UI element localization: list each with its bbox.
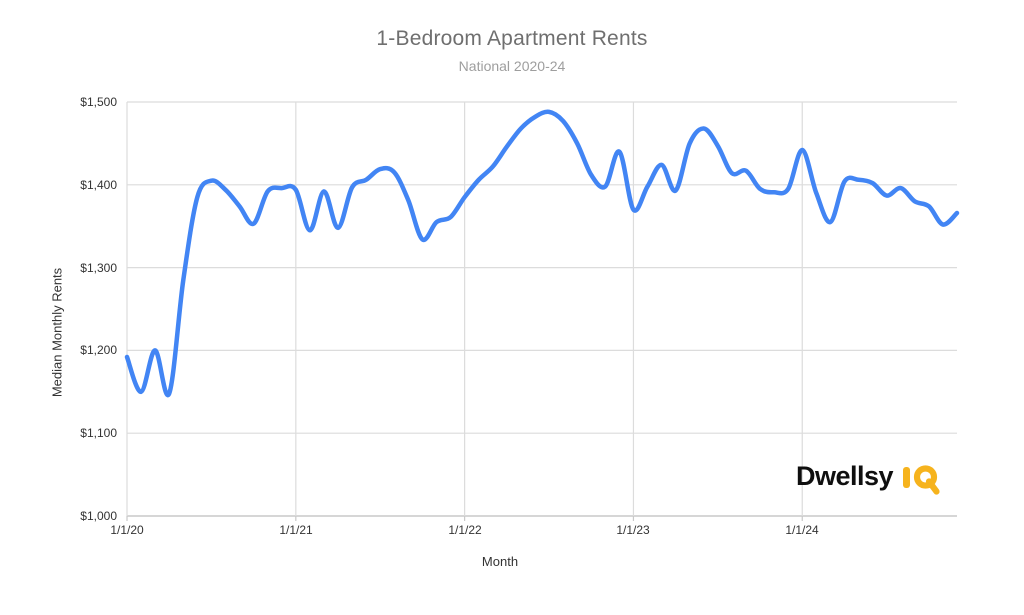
logo-text-dwellsy: Dwellsy	[796, 461, 894, 491]
x-tick-label: 1/1/21	[279, 523, 313, 537]
dwellsy-iq-logo: Dwellsy	[796, 461, 941, 497]
x-axis-title: Month	[481, 554, 519, 569]
chart-title: 1-Bedroom Apartment Rents	[376, 27, 648, 50]
y-tick-label: $1,500	[80, 95, 117, 109]
y-tick-label: $1,400	[80, 178, 117, 192]
rent-trend-line	[124, 109, 960, 398]
x-tick-label: 1/1/24	[785, 523, 819, 537]
y-tick-label: $1,100	[80, 426, 117, 440]
logo-letter-q-icon	[913, 464, 941, 502]
x-tick-label: 1/1/20	[110, 523, 144, 537]
y-tick-label: $1,300	[80, 261, 117, 275]
x-tick-label: 1/1/23	[616, 523, 650, 537]
x-tick-label: 1/1/22	[448, 523, 482, 537]
chart-subtitle: National 2020-24	[458, 58, 566, 74]
y-tick-label: $1,000	[80, 509, 117, 523]
y-axis-title: Median Monthly Rents	[49, 267, 65, 398]
logo-letter-i-icon	[903, 467, 911, 488]
y-tick-label: $1,200	[80, 343, 117, 357]
